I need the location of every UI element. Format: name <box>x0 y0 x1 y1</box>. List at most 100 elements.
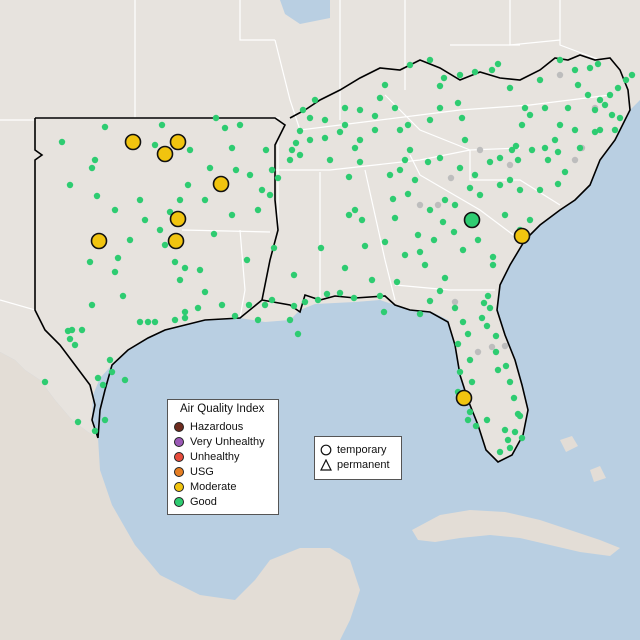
good-sensor-dot[interactable] <box>501 211 509 219</box>
good-sensor-dot[interactable] <box>221 124 229 132</box>
good-sensor-dot[interactable] <box>506 378 514 386</box>
good-sensor-dot[interactable] <box>101 416 109 424</box>
good-sensor-dot[interactable] <box>614 84 622 92</box>
good-sensor-dot[interactable] <box>368 276 376 284</box>
good-sensor-dot[interactable] <box>454 99 462 107</box>
good-sensor-dot[interactable] <box>459 246 467 254</box>
good-sensor-dot[interactable] <box>306 114 314 122</box>
good-sensor-dot[interactable] <box>321 134 329 142</box>
good-sensor-dot[interactable] <box>480 299 488 307</box>
good-sensor-dot[interactable] <box>341 121 349 129</box>
good-sensor-dot[interactable] <box>144 318 152 326</box>
good-sensor-dot[interactable] <box>393 278 401 286</box>
good-sensor-dot[interactable] <box>501 426 509 434</box>
good-sensor-dot[interactable] <box>262 146 270 154</box>
good-sensor-dot[interactable] <box>586 64 594 72</box>
good-sensor-dot[interactable] <box>526 111 534 119</box>
inactive-sensor-dot[interactable] <box>571 156 579 164</box>
good-sensor-dot[interactable] <box>184 181 192 189</box>
good-sensor-dot[interactable] <box>356 106 364 114</box>
good-sensor-dot[interactable] <box>243 256 251 264</box>
good-sensor-dot[interactable] <box>121 376 129 384</box>
good-sensor-dot[interactable] <box>91 156 99 164</box>
good-sensor-dot[interactable] <box>416 310 424 318</box>
good-sensor-dot[interactable] <box>554 148 562 156</box>
good-sensor-dot[interactable] <box>416 248 424 256</box>
good-sensor-dot[interactable] <box>201 196 209 204</box>
good-sensor-dot[interactable] <box>290 302 298 310</box>
inactive-sensor-dot[interactable] <box>447 174 455 182</box>
good-sensor-dot[interactable] <box>494 366 502 374</box>
good-sensor-dot[interactable] <box>136 196 144 204</box>
good-sensor-dot[interactable] <box>486 304 494 312</box>
good-sensor-dot[interactable] <box>41 378 49 386</box>
good-sensor-dot[interactable] <box>464 416 472 424</box>
good-sensor-dot[interactable] <box>274 174 282 182</box>
good-sensor-dot[interactable] <box>441 274 449 282</box>
good-sensor-dot[interactable] <box>464 330 472 338</box>
good-sensor-dot[interactable] <box>376 94 384 102</box>
good-sensor-dot[interactable] <box>311 96 319 104</box>
inactive-sensor-dot[interactable] <box>416 201 424 209</box>
good-sensor-dot[interactable] <box>516 412 524 420</box>
good-sensor-dot[interactable] <box>461 136 469 144</box>
inactive-sensor-dot[interactable] <box>501 342 509 350</box>
good-sensor-dot[interactable] <box>528 146 536 154</box>
good-sensor-dot[interactable] <box>616 114 624 122</box>
good-sensor-dot[interactable] <box>161 241 169 249</box>
good-sensor-dot[interactable] <box>516 186 524 194</box>
inactive-sensor-dot[interactable] <box>451 298 459 306</box>
good-sensor-dot[interactable] <box>508 146 516 154</box>
good-sensor-dot[interactable] <box>430 236 438 244</box>
good-sensor-dot[interactable] <box>518 121 526 129</box>
good-sensor-dot[interactable] <box>294 330 302 338</box>
good-sensor-dot[interactable] <box>376 292 384 300</box>
good-sensor-dot[interactable] <box>483 416 491 424</box>
good-sensor-dot[interactable] <box>336 289 344 297</box>
monitor-moderate-marker[interactable] <box>169 133 187 151</box>
good-sensor-dot[interactable] <box>458 114 466 122</box>
good-sensor-dot[interactable] <box>496 181 504 189</box>
good-sensor-dot[interactable] <box>93 192 101 200</box>
good-sensor-dot[interactable] <box>622 76 630 84</box>
good-sensor-dot[interactable] <box>541 104 549 112</box>
good-sensor-dot[interactable] <box>136 318 144 326</box>
good-sensor-dot[interactable] <box>323 290 331 298</box>
good-sensor-dot[interactable] <box>88 164 96 172</box>
good-sensor-dot[interactable] <box>381 238 389 246</box>
good-sensor-dot[interactable] <box>406 61 414 69</box>
monitor-moderate-marker[interactable] <box>455 389 473 407</box>
good-sensor-dot[interactable] <box>258 186 266 194</box>
good-sensor-dot[interactable] <box>511 428 519 436</box>
good-sensor-dot[interactable] <box>554 180 562 188</box>
good-sensor-dot[interactable] <box>314 296 322 304</box>
good-sensor-dot[interactable] <box>574 81 582 89</box>
good-sensor-dot[interactable] <box>474 236 482 244</box>
good-sensor-dot[interactable] <box>436 104 444 112</box>
good-sensor-dot[interactable] <box>66 181 74 189</box>
good-sensor-dot[interactable] <box>483 322 491 330</box>
good-sensor-dot[interactable] <box>611 126 619 134</box>
monitor-moderate-marker[interactable] <box>90 232 108 250</box>
good-sensor-dot[interactable] <box>356 136 364 144</box>
good-sensor-dot[interactable] <box>594 60 602 68</box>
good-sensor-dot[interactable] <box>441 196 449 204</box>
good-sensor-dot[interactable] <box>440 74 448 82</box>
good-sensor-dot[interactable] <box>478 314 486 322</box>
good-sensor-dot[interactable] <box>151 141 159 149</box>
good-sensor-dot[interactable] <box>502 362 510 370</box>
good-sensor-dot[interactable] <box>341 264 349 272</box>
good-sensor-dot[interactable] <box>212 114 220 122</box>
good-sensor-dot[interactable] <box>181 314 189 322</box>
good-sensor-dot[interactable] <box>358 216 366 224</box>
good-sensor-dot[interactable] <box>426 56 434 64</box>
good-sensor-dot[interactable] <box>292 139 300 147</box>
good-sensor-dot[interactable] <box>74 418 82 426</box>
good-sensor-dot[interactable] <box>576 144 584 152</box>
good-sensor-dot[interactable] <box>86 258 94 266</box>
monitor-good-marker[interactable] <box>463 211 481 229</box>
good-sensor-dot[interactable] <box>456 368 464 376</box>
monitor-moderate-marker[interactable] <box>513 227 531 245</box>
good-sensor-dot[interactable] <box>591 106 599 114</box>
